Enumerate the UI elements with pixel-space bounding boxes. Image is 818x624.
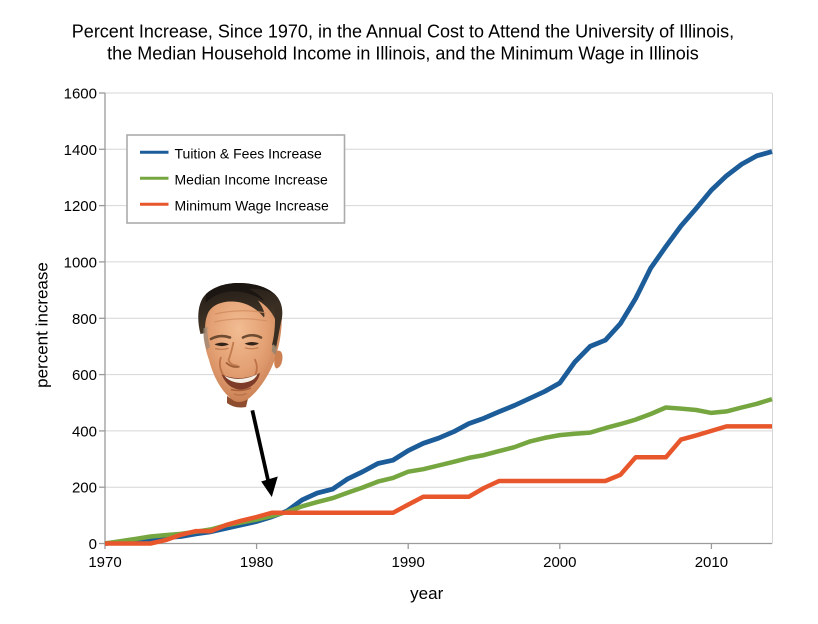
svg-text:0: 0 xyxy=(89,536,97,553)
svg-text:1600: 1600 xyxy=(64,86,97,103)
svg-text:2010: 2010 xyxy=(695,554,728,571)
svg-text:Tuition & Fees Increase: Tuition & Fees Increase xyxy=(175,145,323,161)
svg-text:200: 200 xyxy=(72,480,97,497)
svg-text:1990: 1990 xyxy=(392,554,425,571)
svg-text:1000: 1000 xyxy=(64,254,97,271)
svg-text:Median Income Increase: Median Income Increase xyxy=(175,171,329,187)
svg-text:800: 800 xyxy=(72,311,97,328)
svg-text:Minimum Wage Increase: Minimum Wage Increase xyxy=(175,197,330,213)
svg-text:1970: 1970 xyxy=(88,554,121,571)
svg-text:year: year xyxy=(410,584,443,603)
svg-text:the Median Household Income in: the Median Household Income in Illinois,… xyxy=(107,44,699,64)
svg-text:1980: 1980 xyxy=(240,554,273,571)
svg-text:2000: 2000 xyxy=(543,554,576,571)
svg-text:Percent Increase, Since 1970,: Percent Increase, Since 1970, in the Ann… xyxy=(72,22,734,42)
svg-text:1200: 1200 xyxy=(64,198,97,215)
svg-text:1400: 1400 xyxy=(64,142,97,159)
svg-text:percent increase: percent increase xyxy=(33,262,52,388)
svg-text:400: 400 xyxy=(72,423,97,440)
svg-text:600: 600 xyxy=(72,367,97,384)
